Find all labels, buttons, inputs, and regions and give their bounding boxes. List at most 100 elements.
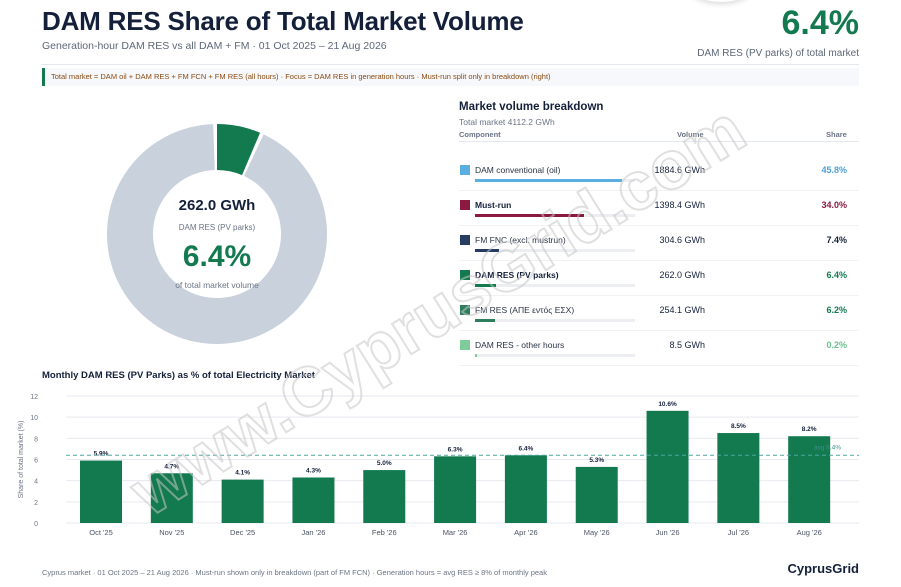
share-bar-track <box>475 214 635 217</box>
breakdown-row: DAM RES (PV parks) 262.0 GWh 6.4% <box>459 262 859 297</box>
row-volume: 254.1 GWh <box>659 305 705 315</box>
share-bar-fill <box>475 249 499 252</box>
bar-data-label: 8.2% <box>802 426 817 433</box>
x-tick-label: Aug '26 <box>797 528 822 537</box>
breakdown-row: Must-run 1398.4 GWh 34.0% <box>459 192 859 227</box>
bar-data-label: 4.1% <box>235 470 250 477</box>
y-tick-label: 2 <box>34 500 38 507</box>
bar-data-label: 8.5% <box>731 423 746 430</box>
x-tick-label: Jul '26 <box>728 528 749 537</box>
share-bar-track <box>475 319 635 322</box>
breakdown-row: FM FNC (excl. mustrun) 304.6 GWh 7.4% <box>459 227 859 262</box>
x-tick-label: Jan '26 <box>301 528 325 537</box>
brand-logo: CyprusGrid <box>787 561 859 576</box>
y-tick-label: 10 <box>30 415 38 422</box>
bar-data-label: 5.0% <box>377 460 392 467</box>
y-tick-label: 8 <box>34 436 38 443</box>
row-label: FM RES (ΑΠΕ εντός ΕΣΧ) <box>475 305 575 315</box>
bar <box>221 479 264 523</box>
row-label: DAM conventional (oil) <box>475 165 561 175</box>
bar <box>292 477 335 523</box>
donut-center-sub: DAM RES (PV parks) <box>178 223 256 232</box>
bar <box>575 466 618 523</box>
bar-data-label: 10.6% <box>658 401 677 408</box>
row-volume: 262.0 GWh <box>659 270 705 280</box>
share-bar-fill <box>475 284 496 287</box>
row-volume: 1884.6 GWh <box>654 165 705 175</box>
donut-segment-dam-res <box>217 124 261 176</box>
chart-title: Monthly DAM RES (PV Parks) as % of total… <box>42 370 315 381</box>
row-divider <box>459 190 859 191</box>
x-tick-label: Oct '25 <box>89 528 113 537</box>
header-divider <box>42 64 859 65</box>
kpi-value: 6.4% <box>781 4 860 42</box>
row-volume: 1398.4 GWh <box>654 200 705 210</box>
bar <box>150 473 193 523</box>
y-tick-label: 4 <box>34 479 38 486</box>
legend-swatch <box>460 165 470 175</box>
row-share: 6.4% <box>826 270 847 280</box>
bar-data-label: 4.3% <box>306 467 321 474</box>
footer-text: Cyprus market · 01 Oct 2025 – 21 Aug 202… <box>42 568 547 577</box>
breakdown-title: Market volume breakdown <box>459 101 604 113</box>
row-label: FM FNC (excl. mustrun) <box>475 235 566 245</box>
share-bar-track <box>475 249 635 252</box>
bar-data-label: 4.7% <box>164 463 179 470</box>
bar <box>646 410 689 523</box>
decorative-orb <box>686 0 756 2</box>
row-divider <box>459 365 859 366</box>
row-volume: 304.6 GWh <box>659 235 705 245</box>
avg-reference-label: avg 6.4% <box>814 444 841 451</box>
row-divider <box>459 260 859 261</box>
row-volume: 8.5 GWh <box>669 340 705 350</box>
x-tick-label: Apr '26 <box>514 528 538 537</box>
row-label: DAM RES - other hours <box>475 340 565 350</box>
share-bar-track <box>475 179 635 182</box>
col-header-component: Component <box>459 130 501 139</box>
row-share: 7.4% <box>826 235 847 245</box>
row-share: 45.8% <box>821 165 847 175</box>
share-bar-track <box>475 284 635 287</box>
page-subtitle: Generation-hour DAM RES vs all DAM + FM … <box>42 40 387 52</box>
bar-data-label: 6.3% <box>448 446 463 453</box>
donut-svg <box>107 124 327 344</box>
donut-segment-other <box>107 124 327 344</box>
bar-data-label: 5.3% <box>589 457 604 464</box>
bar <box>363 470 406 523</box>
bar <box>717 433 760 523</box>
x-tick-label: May '26 <box>584 528 610 537</box>
page-title: DAM RES Share of Total Market Volume <box>42 6 524 36</box>
breakdown-row: DAM conventional (oil) 1884.6 GWh 45.8% <box>459 157 859 192</box>
row-share: 6.2% <box>826 305 847 315</box>
x-tick-label: Feb '26 <box>372 528 397 537</box>
y-tick-label: 12 <box>30 394 38 401</box>
row-label: Must-run <box>475 200 512 210</box>
info-note: Total market = DAM oil + DAM RES + FM FC… <box>42 68 859 86</box>
col-header-volume: Volume <box>677 130 704 139</box>
row-label: DAM RES (PV parks) <box>475 270 559 280</box>
bar-data-label: 6.4% <box>518 445 533 452</box>
legend-swatch <box>460 200 470 210</box>
bar <box>434 456 477 523</box>
x-tick-label: Nov '25 <box>159 528 184 537</box>
x-tick-label: Mar '26 <box>443 528 468 537</box>
breakdown-total: Total market 4112.2 GWh <box>459 117 555 127</box>
row-divider <box>459 225 859 226</box>
y-tick-label: 0 <box>34 521 38 528</box>
donut-center-of: of total market volume <box>175 280 259 290</box>
donut-center-value: 262.0 GWh <box>178 197 256 214</box>
legend-swatch <box>460 270 470 280</box>
share-bar-fill <box>475 214 584 217</box>
x-tick-label: Jun '26 <box>656 528 680 537</box>
share-bar-track <box>475 354 635 357</box>
legend-swatch <box>460 340 470 350</box>
donut-center-pct: 6.4% <box>182 240 252 273</box>
kpi-label: DAM RES (PV parks) of total market <box>697 48 859 59</box>
y-axis-label: Share of total market (%) <box>18 421 25 499</box>
breakdown-row: DAM RES - other hours 8.5 GWh 0.2% <box>459 332 859 367</box>
donut-chart <box>106 123 328 345</box>
bar <box>80 460 122 523</box>
bar-data-label: 5.9% <box>94 451 109 458</box>
row-divider <box>459 330 859 331</box>
x-tick-label: Dec '25 <box>230 528 255 537</box>
